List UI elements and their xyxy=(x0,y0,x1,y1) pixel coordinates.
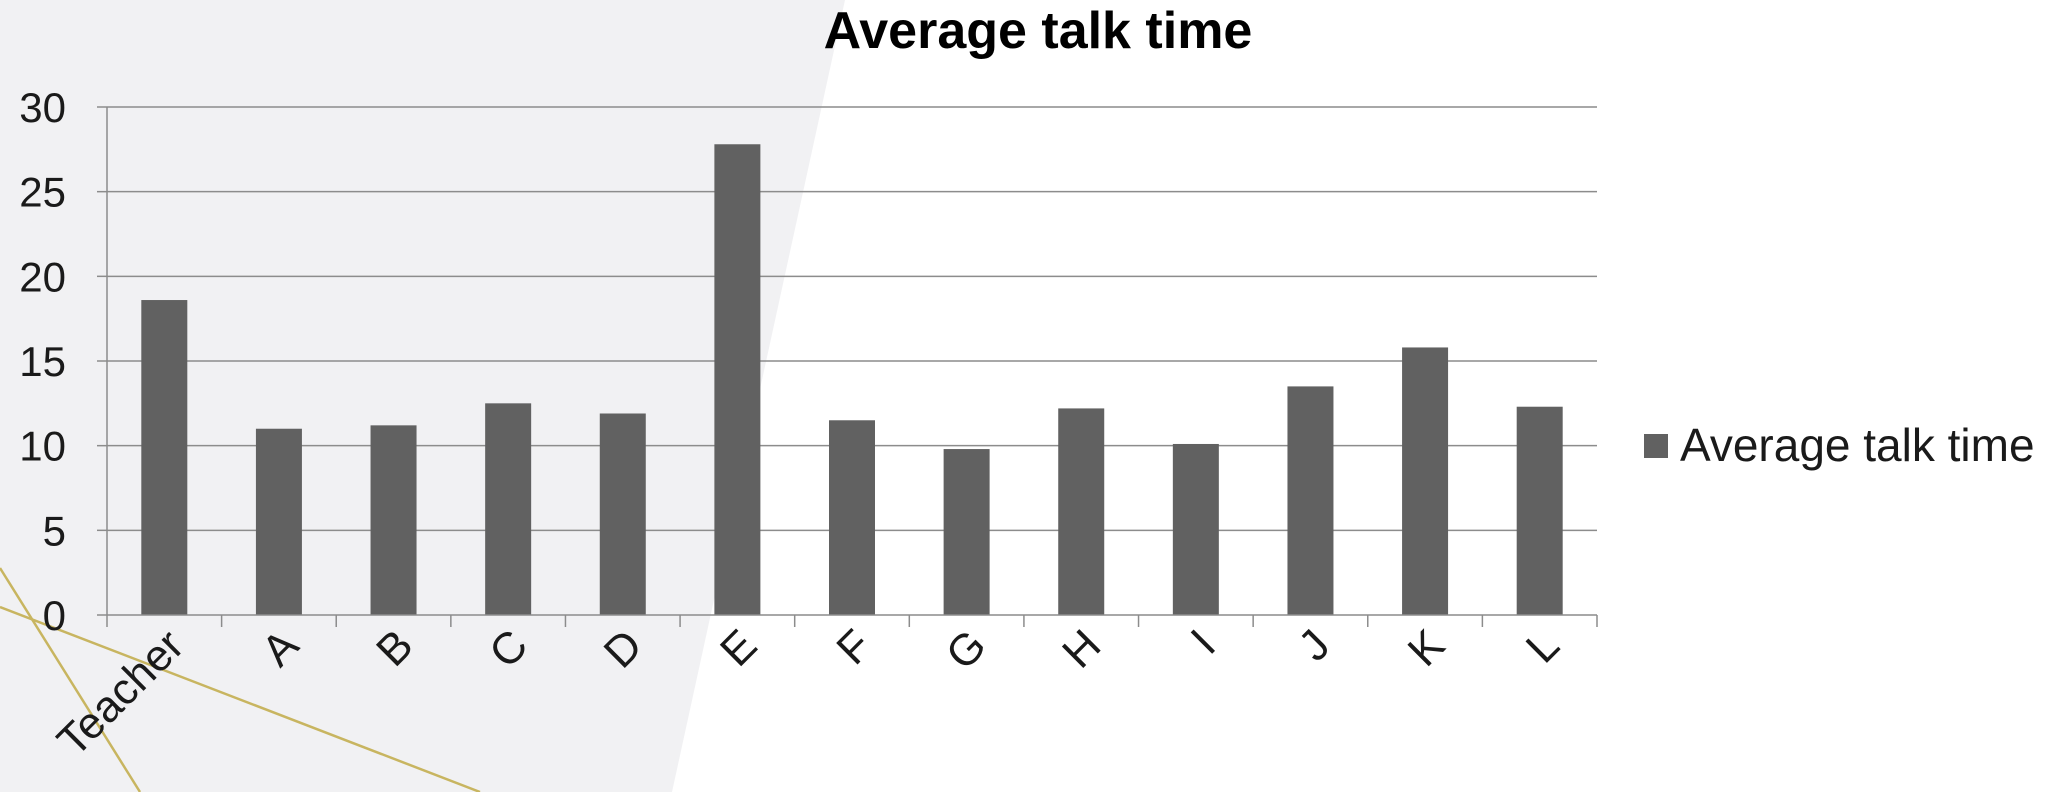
bar xyxy=(370,425,417,615)
y-tick-label: 0 xyxy=(43,592,66,639)
x-tick-label: K xyxy=(1399,620,1454,675)
y-tick-label: 25 xyxy=(19,169,66,216)
decorative-line xyxy=(0,605,481,792)
legend-swatch xyxy=(1644,434,1668,458)
x-tick-label: H xyxy=(1053,620,1110,677)
bar xyxy=(829,420,875,615)
bar xyxy=(255,428,302,615)
x-tick-label: I xyxy=(1182,620,1225,663)
y-tick-label: 30 xyxy=(19,84,66,131)
x-tick-label: E xyxy=(711,620,766,675)
y-tick-label: 10 xyxy=(19,423,66,470)
y-tick-label: 5 xyxy=(43,507,66,554)
y-axis-tick-labels: 0 5 10 15 20 25 30 xyxy=(19,84,66,639)
bar xyxy=(943,449,990,615)
x-tick-label: L xyxy=(1517,620,1569,672)
y-tick-label: 15 xyxy=(19,338,66,385)
x-tick-label: F xyxy=(827,620,881,674)
y-tick-label: 20 xyxy=(19,253,66,300)
bar xyxy=(599,413,646,615)
legend-label: Average talk time xyxy=(1680,419,2035,471)
x-tick-label: J xyxy=(1289,620,1339,670)
decorative-line xyxy=(0,567,142,792)
x-axis xyxy=(106,614,1598,627)
chart-title: Average talk time xyxy=(824,2,1253,60)
bars xyxy=(141,144,1563,615)
bar xyxy=(1287,386,1334,615)
bar xyxy=(1172,443,1219,615)
legend: Average talk time xyxy=(1644,419,2035,471)
bar xyxy=(714,144,761,615)
x-tick-label: G xyxy=(937,620,996,679)
bar xyxy=(1058,408,1105,615)
bar xyxy=(1516,406,1563,615)
bar xyxy=(1402,347,1449,615)
bar xyxy=(485,403,532,615)
bar xyxy=(141,300,188,615)
